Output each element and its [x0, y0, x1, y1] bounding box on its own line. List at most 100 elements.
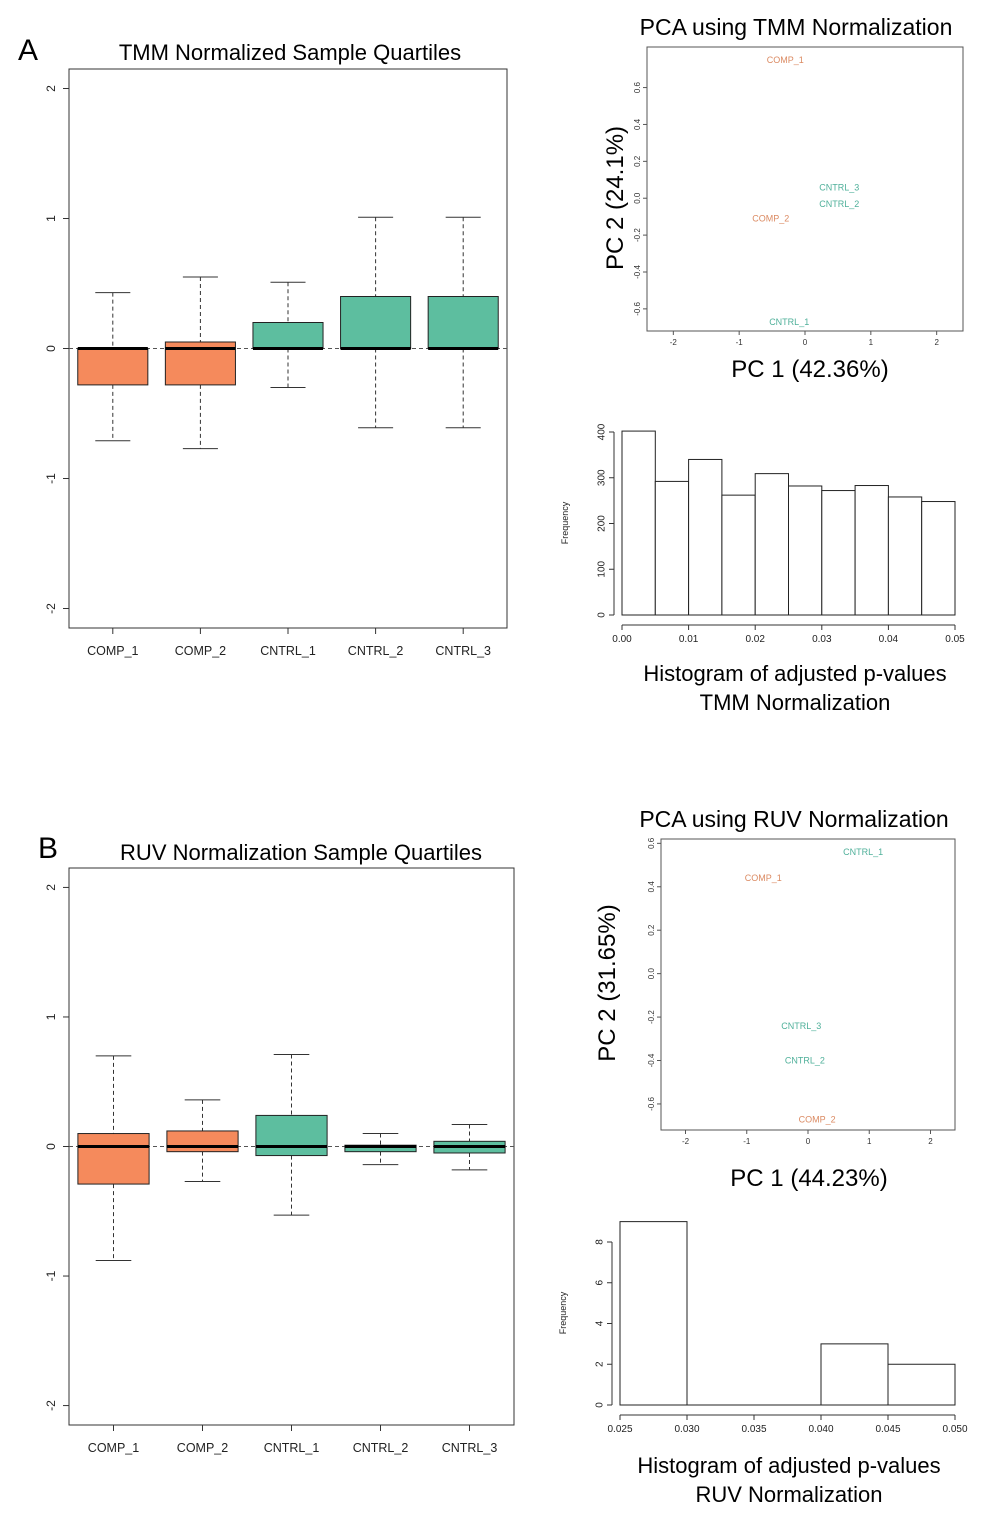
tmm-pca-ytick-label: -0.2 [633, 228, 642, 242]
ruv-pca-ytick-label: 0.6 [647, 837, 656, 849]
ruv-pca-ytick-label: -0.2 [647, 1010, 656, 1024]
tmm-hist-xtick-label: 0.02 [745, 634, 765, 645]
tmm-pca-ytick-label: 0.0 [633, 192, 642, 204]
hist-caption-ruv-line1: Histogram of adjusted p-values [637, 1453, 940, 1478]
ruv-category-label: COMP_2 [177, 1441, 228, 1455]
tmm-category-label: CNTRL_3 [435, 644, 491, 658]
tmm-category-label: CNTRL_2 [348, 644, 404, 658]
ruv-category-label: CNTRL_3 [442, 1441, 498, 1455]
boxplot-tmm: -2 -1 0 1 2 COMP_1 COMP_2 CNTRL_1 CNTRL_2 CNTRL_3 [44, 68, 508, 658]
boxplot-title-tmm: TMM Normalized Sample Quartiles [119, 40, 461, 65]
tmm-hist-xtick-label: 0.03 [812, 634, 832, 645]
ruv-hist-ytick-label: 8 [595, 1239, 606, 1245]
ruv-pca-xtick-label: -2 [682, 1137, 690, 1146]
ruv-hist-xtick-label: 0.035 [741, 1424, 766, 1435]
ruv-box [255, 1114, 328, 1157]
ruv-category-label: CNTRL_2 [353, 1441, 409, 1455]
ruv-hist-ytick-label: 0 [595, 1402, 606, 1408]
ruv-pca-xtick-label: 2 [928, 1137, 933, 1146]
ruv-pca-point-label: CNTRL_3 [781, 1021, 821, 1031]
ruv-pca-point-label: CNTRL_1 [843, 847, 883, 857]
tmm-hist-ytick-label: 200 [597, 515, 608, 532]
tmm-hist-bar [821, 490, 856, 616]
panel-letter-b: B [38, 832, 58, 865]
tmm-box [252, 322, 324, 349]
ruv-box [77, 1133, 150, 1185]
pca-title-tmm: PCA using TMM Normalization [640, 14, 953, 40]
ruv-pca-xtick-label: 1 [867, 1137, 872, 1146]
ruv-hist-xtick-label: 0.030 [674, 1424, 699, 1435]
ruv-pca-ytick-label: 0.4 [647, 881, 656, 893]
ruv-pca-xtick-label: -1 [743, 1137, 751, 1146]
tmm-pca-ytick-label: -0.4 [633, 265, 642, 279]
pca-plot-ruv: -2 -1 0 1 2 -0.6 -0.4 -0.2 0.0 0.2 0.4 0.6 CNTRL_1 CO… [647, 837, 956, 1146]
ruv-pca-ytick-label: 0.0 [647, 968, 656, 980]
tmm-category-label: COMP_2 [175, 644, 226, 658]
tmm-pca-point-label: COMP_2 [752, 214, 789, 224]
ruv-ytick-label: 1 [44, 1013, 58, 1020]
pca-ylabel-tmm: PC 2 (24.1%) [602, 126, 629, 270]
tmm-pca-xtick-label: 2 [934, 338, 939, 347]
tmm-box [427, 296, 499, 349]
tmm-pca-point-label: CNTRL_2 [819, 199, 859, 209]
tmm-box [340, 296, 412, 349]
tmm-category-label: COMP_1 [87, 644, 138, 658]
pca-ylabel-ruv: PC 2 (31.65%) [594, 904, 621, 1061]
tmm-pca-ytick-label: -0.6 [633, 301, 642, 315]
tmm-ytick-label: -2 [44, 603, 58, 614]
tmm-hist-xtick-label: 0.00 [612, 634, 632, 645]
ruv-hist-xtick-label: 0.045 [875, 1424, 900, 1435]
tmm-pca-xtick-label: 0 [803, 338, 808, 347]
tmm-box [77, 348, 149, 386]
histogram-ruv: 0.025 0.030 0.035 0.040 0.045 0.050 0 2 4 6 8 [595, 1221, 968, 1435]
ruv-pca-ytick-label: -0.6 [647, 1097, 656, 1111]
tmm-pca-ytick-label: 0.6 [633, 81, 642, 93]
tmm-hist-ytick-label: 100 [597, 560, 608, 577]
tmm-hist-ytick-label: 0 [597, 612, 608, 618]
ruv-pca-ytick-label: 0.2 [647, 924, 656, 936]
panel-b: B RUV Normalization Sample Quartiles -2-… [38, 806, 968, 1507]
hist-ylabel-ruv: Frequency [558, 1291, 568, 1334]
ruv-ytick-label: 0 [44, 1143, 58, 1150]
tmm-ytick-label: 0 [44, 345, 58, 352]
ruv-pca-xtick-label: 0 [806, 1137, 811, 1146]
ruv-pca-ytick-label: -0.4 [647, 1053, 656, 1067]
tmm-hist-xtick-label: 0.04 [879, 634, 899, 645]
ruv-pca-point-label: COMP_2 [799, 1114, 836, 1124]
ruv-hist-xtick-label: 0.040 [808, 1424, 833, 1435]
histogram-tmm: 0.00 0.01 0.02 0.03 0.04 0.05 0 100 200 300 400 [597, 423, 966, 645]
tmm-pca-point-label: COMP_1 [767, 55, 804, 65]
panel-letter-a: A [18, 34, 38, 67]
tmm-pca-ytick-label: 0.2 [633, 155, 642, 167]
tmm-hist-bar [721, 494, 756, 616]
hist-ylabel-tmm: Frequency [560, 501, 570, 544]
boxplot-title-ruv: RUV Normalization Sample Quartiles [120, 840, 482, 865]
ruv-hist-bar [820, 1343, 889, 1406]
ruv-pca-plot-frame [660, 838, 956, 1131]
tmm-hist-ytick-label: 300 [597, 469, 608, 486]
tmm-hist-bar [688, 458, 723, 616]
hist-caption-tmm-line1: Histogram of adjusted p-values [643, 661, 946, 686]
tmm-hist-bar [854, 485, 889, 616]
ruv-ytick-label: -2 [44, 1400, 58, 1411]
ruv-ytick-label: 2 [44, 884, 58, 891]
ruv-box [166, 1130, 239, 1153]
tmm-pca-plot-frame [646, 46, 964, 332]
hist-caption-tmm-line2: TMM Normalization [700, 690, 891, 715]
tmm-category-label: CNTRL_1 [260, 644, 316, 658]
tmm-ytick-label: -1 [44, 473, 58, 484]
tmm-hist-xtick-label: 0.01 [679, 634, 699, 645]
tmm-ytick-label: 2 [44, 85, 58, 92]
ruv-category-label: CNTRL_1 [264, 1441, 320, 1455]
pca-title-ruv: PCA using RUV Normalization [639, 806, 948, 832]
tmm-pca-xtick-label: -1 [736, 338, 744, 347]
panel-a: A TMM Normalized Sample Quartiles -2 -1 0 1… [18, 14, 965, 715]
tmm-pca-point-label: CNTRL_1 [769, 317, 809, 327]
pca-xlabel-ruv: PC 1 (44.23%) [730, 1165, 887, 1192]
pca-xlabel-tmm: PC 1 (42.36%) [731, 356, 888, 383]
tmm-pca-point-label: CNTRL_3 [819, 182, 859, 192]
ruv-hist-ytick-label: 4 [595, 1320, 606, 1326]
tmm-hist-bar [654, 480, 690, 616]
tmm-pca-ytick-label: 0.4 [633, 118, 642, 130]
